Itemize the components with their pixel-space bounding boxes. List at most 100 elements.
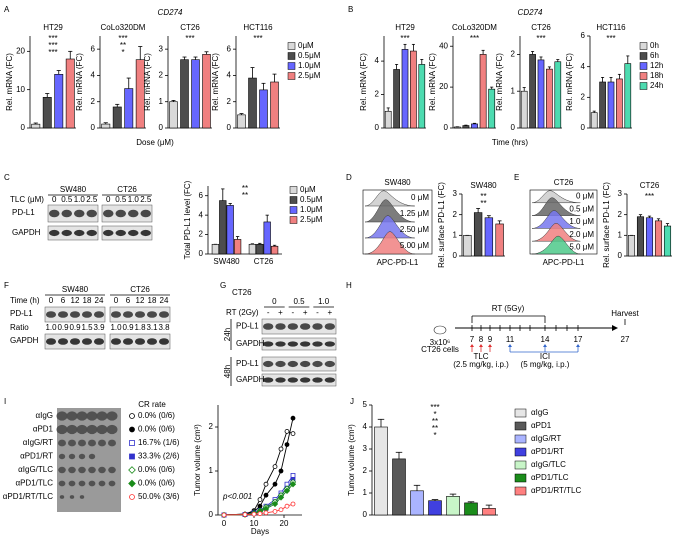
legend-label: 0.5μM: [300, 195, 323, 204]
time: 24: [160, 296, 169, 305]
cr-rate: 0.0% (0/6): [138, 465, 175, 474]
blot-band: [262, 323, 274, 330]
blot-band: [287, 360, 299, 368]
point: [290, 415, 296, 421]
cr-rate: 0.0% (0/6): [138, 411, 175, 420]
point: [272, 464, 278, 470]
panel-label: H: [346, 281, 352, 290]
y-axis-label: Rel. mRNA (FC): [495, 53, 504, 111]
tumor: [78, 453, 86, 460]
bar: [616, 78, 623, 129]
y-tick-label: 3: [363, 444, 368, 453]
cells: 3x10⁶: [430, 338, 451, 347]
legend-marker: [128, 466, 136, 474]
y-tick-label: 0: [375, 123, 380, 132]
y-tick-label: 4: [199, 210, 204, 219]
bar: [488, 88, 496, 129]
y-axis-label: Tumor volume (cm³): [347, 424, 356, 496]
tumor: [98, 439, 106, 447]
significance: ***: [185, 34, 194, 43]
group-label: αIgG: [35, 411, 53, 420]
blot-band: [103, 229, 114, 237]
bar: [65, 58, 75, 129]
legend-swatch: [514, 460, 527, 470]
group-label: αIgG/RT: [23, 438, 53, 447]
point: [263, 481, 269, 487]
tumor: [108, 466, 116, 474]
rt-sign: -: [267, 308, 270, 317]
tumor: [108, 480, 116, 487]
panel-label: C: [4, 173, 10, 182]
panel-label: F: [4, 281, 9, 290]
x-tick-label: SW480: [213, 257, 240, 266]
y-tick-label: 10: [16, 85, 25, 94]
bar: [233, 239, 242, 255]
y-tick-label: 0: [199, 249, 204, 258]
point: [277, 494, 285, 501]
blot-band: [140, 229, 151, 237]
flow-title: SW480: [384, 178, 411, 187]
point: [271, 500, 279, 508]
significance: **: [480, 199, 486, 208]
legend-label: 12h: [650, 61, 663, 70]
y-tick-label: 2: [618, 210, 623, 219]
rt-sign: +: [303, 308, 308, 317]
significance: ***: [48, 34, 57, 43]
blot-band: [134, 338, 146, 345]
significance: **: [480, 192, 486, 201]
legend-swatch: [514, 408, 527, 418]
y-tick-label: 6: [199, 191, 204, 200]
bar: [484, 217, 494, 257]
time-label: Time (h): [10, 296, 40, 305]
tumor: [79, 495, 85, 499]
bar: [191, 59, 200, 129]
dose: 2.5: [140, 195, 152, 204]
point: [242, 512, 248, 517]
panel-label: I: [4, 397, 6, 406]
y-tick-label: 0: [159, 123, 164, 132]
dose: 1.0: [74, 195, 86, 204]
tumor: [56, 424, 68, 435]
significance: ***: [118, 34, 127, 43]
time: 24: [95, 296, 104, 305]
y-axis-label: Rel. mRNA (FC): [143, 53, 152, 111]
y-tick-label: 2: [227, 97, 232, 106]
tumor: [98, 466, 106, 474]
panel-label: E: [514, 173, 519, 182]
bar: [428, 500, 442, 516]
bar: [463, 235, 472, 257]
bar: [374, 426, 388, 516]
blot: [47, 225, 99, 241]
flow-label: 5.00 μM: [400, 241, 429, 250]
dose: 0.5: [115, 195, 127, 204]
y-tick-label: 0: [91, 123, 96, 132]
blot: [261, 373, 337, 387]
legend-swatch: [289, 196, 298, 204]
x-axis-label: APC-PD-L1: [543, 258, 585, 267]
arrowhead: [470, 344, 474, 347]
point: [272, 481, 278, 487]
bar: [112, 106, 122, 129]
dose: 0.5: [293, 297, 305, 306]
bar: [202, 54, 211, 129]
group-label: αPD1/RT: [20, 452, 53, 461]
legend-label: αIgG: [531, 408, 549, 417]
cell-line: SW480: [62, 285, 89, 294]
rt-sign: -: [291, 308, 294, 317]
bar: [624, 63, 632, 129]
y-axis-label: Rel. mRNA (FC): [75, 53, 84, 111]
y-tick-label: 1: [363, 488, 368, 497]
y-axis-label: Rel. surface PD-L1 (FC): [437, 182, 446, 268]
flow-label: 0 μM: [576, 192, 594, 201]
gene-title: CD274: [158, 8, 183, 17]
cr-rate: 0.0% (0/6): [138, 425, 175, 434]
p-value: p<0.001: [222, 492, 252, 501]
group-label: αIgG/TLC: [18, 465, 53, 474]
y-axis-label: Rel. mRNA (FC): [5, 53, 14, 111]
tumor: [58, 480, 66, 487]
y-tick-label: 2: [209, 422, 214, 431]
bar: [654, 220, 663, 257]
histogram: [531, 210, 581, 229]
blot-band: [122, 311, 134, 318]
arrowhead: [488, 344, 492, 347]
